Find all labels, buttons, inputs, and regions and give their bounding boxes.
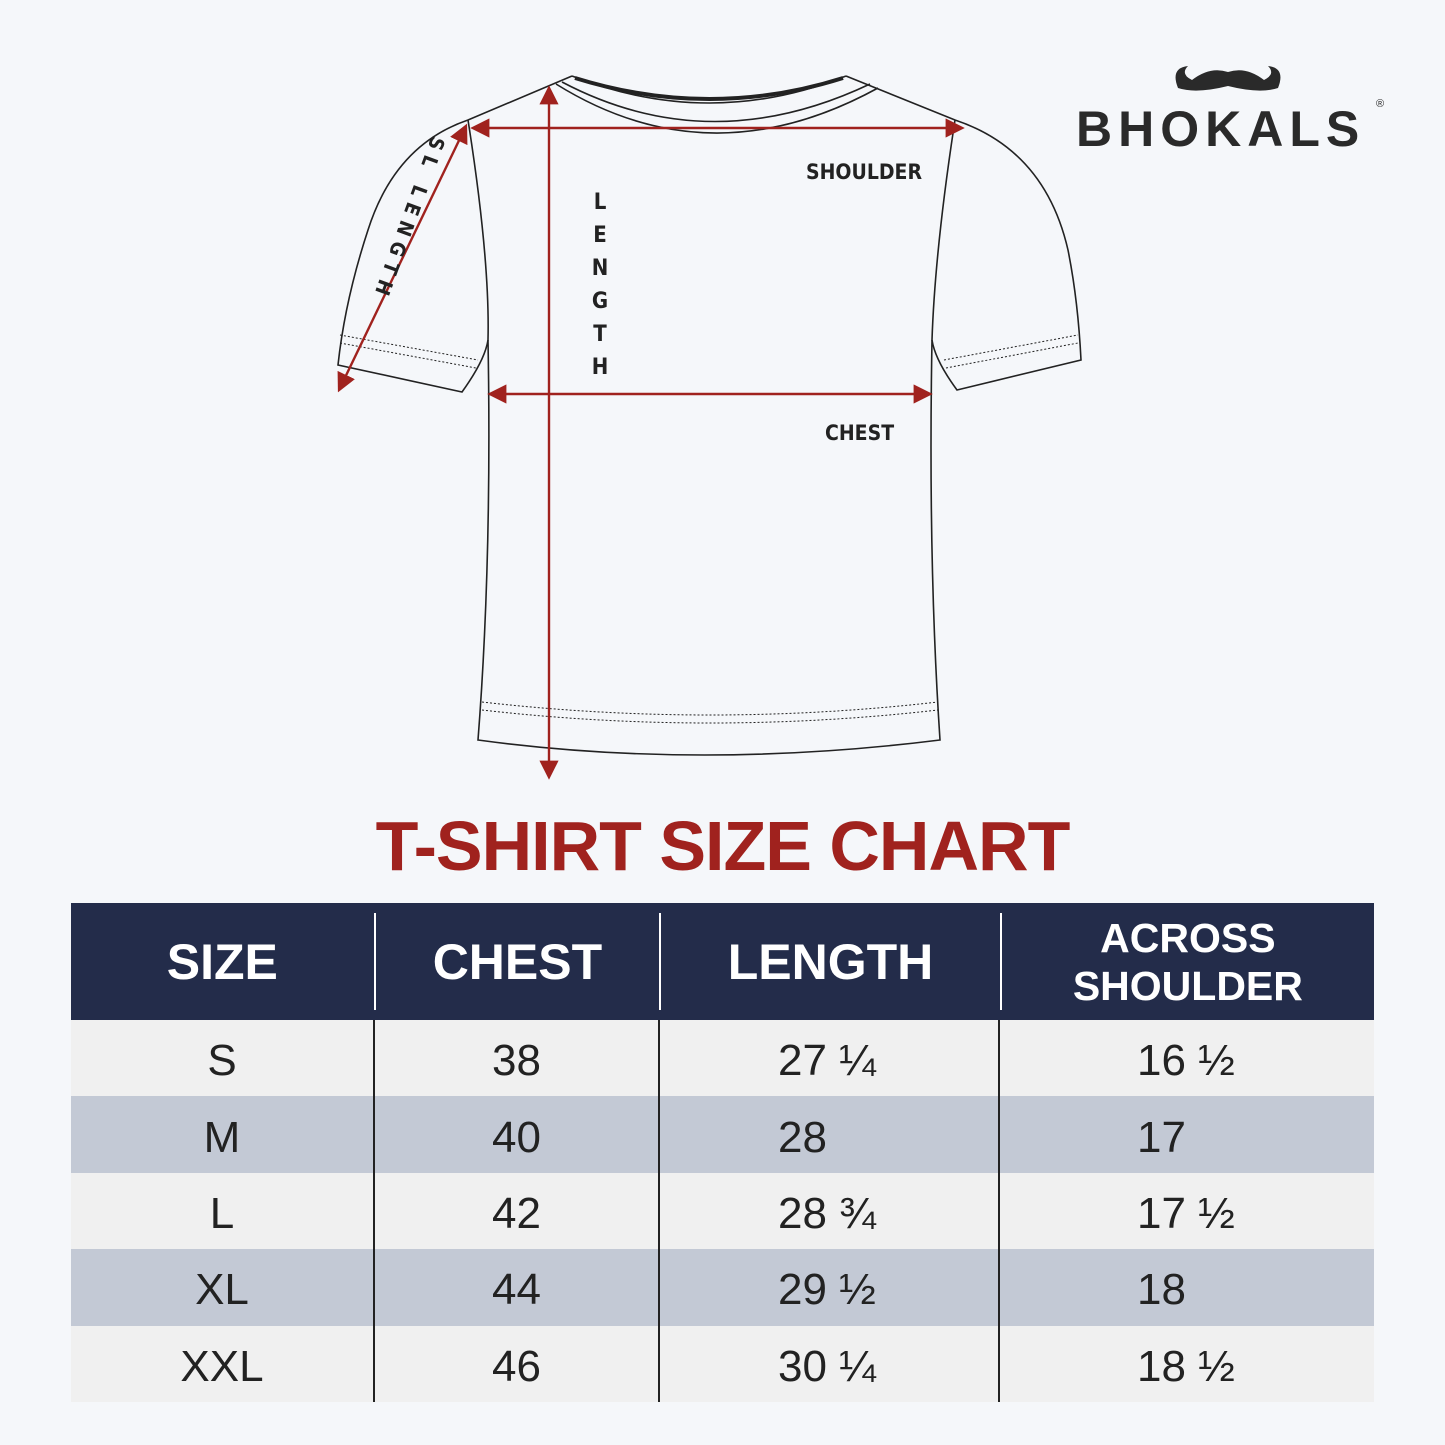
cell-chest: 42 xyxy=(375,1172,660,1250)
chest-label: CHEST xyxy=(825,421,894,445)
chart-title: T-SHIRT SIZE CHART xyxy=(375,807,1071,885)
cell-across-shoulder: 16 ½ xyxy=(1137,1036,1235,1086)
sleeve-arrow xyxy=(337,123,468,393)
cell-chest: 46 xyxy=(375,1325,660,1402)
cell-length: 28 ¾ xyxy=(660,1172,1000,1250)
cell-across-shoulder: 18 xyxy=(1137,1265,1186,1315)
header-size: SIZE xyxy=(71,913,376,1010)
cell-chest: 38 xyxy=(375,1020,660,1097)
cell-chest: 40 xyxy=(375,1096,660,1173)
mustache-icon xyxy=(1175,66,1281,91)
tshirt-diagram: SHOULDER CHEST LENGTH SL LENGTH xyxy=(337,75,1082,780)
cell-across-shoulder: 17 ½ xyxy=(1137,1188,1235,1238)
tshirt-outline xyxy=(337,75,1082,756)
brand-logo-text: BHOKALS xyxy=(1076,101,1366,157)
cell-length: 29 ½ xyxy=(660,1249,1000,1326)
measurement-arrows xyxy=(337,85,965,780)
table-row: S 38 27 ¼ 16 ½ xyxy=(71,1020,1374,1097)
header-across-line: ACROSS xyxy=(1100,914,1276,961)
cell-size: S xyxy=(71,1020,375,1097)
cell-across-shoulder: 17 xyxy=(1137,1112,1186,1162)
cell-length: 28 xyxy=(660,1096,1000,1173)
table-row: XL 44 29 ½ 18 xyxy=(71,1249,1374,1326)
sleeve-length-label: SL LENGTH xyxy=(368,133,450,305)
cell-chest: 44 xyxy=(375,1249,660,1326)
cell-size: XXL xyxy=(71,1325,375,1402)
header-length: LENGTH xyxy=(661,913,1002,1010)
cell-length: 30 ¼ xyxy=(660,1325,1000,1402)
cell-size: M xyxy=(71,1096,375,1173)
cell-size: XL xyxy=(71,1249,375,1326)
cell-length: 27 ¼ xyxy=(660,1020,1000,1097)
length-label: LENGTH xyxy=(588,190,613,388)
table-row: M 40 28 17 xyxy=(71,1096,1374,1173)
table-row: L 42 28 ¾ 17 ½ xyxy=(71,1172,1374,1250)
cell-size: L xyxy=(71,1172,375,1250)
cell-across-shoulder: 18 ½ xyxy=(1137,1341,1235,1391)
size-table: SIZE CHEST LENGTH ACROSS SHOULDER S 38 27 … xyxy=(71,903,1374,1402)
table-header: SIZE CHEST LENGTH ACROSS SHOULDER xyxy=(71,903,1374,1020)
shoulder-label: SHOULDER xyxy=(806,160,922,184)
header-across-shoulder: ACROSS SHOULDER xyxy=(1002,903,1374,1020)
header-chest: CHEST xyxy=(376,913,662,1010)
registered-mark: ® xyxy=(1376,98,1385,110)
header-shoulder-line: SHOULDER xyxy=(1072,962,1303,1009)
table-row: XXL 46 30 ¼ 18 ½ xyxy=(71,1325,1374,1402)
